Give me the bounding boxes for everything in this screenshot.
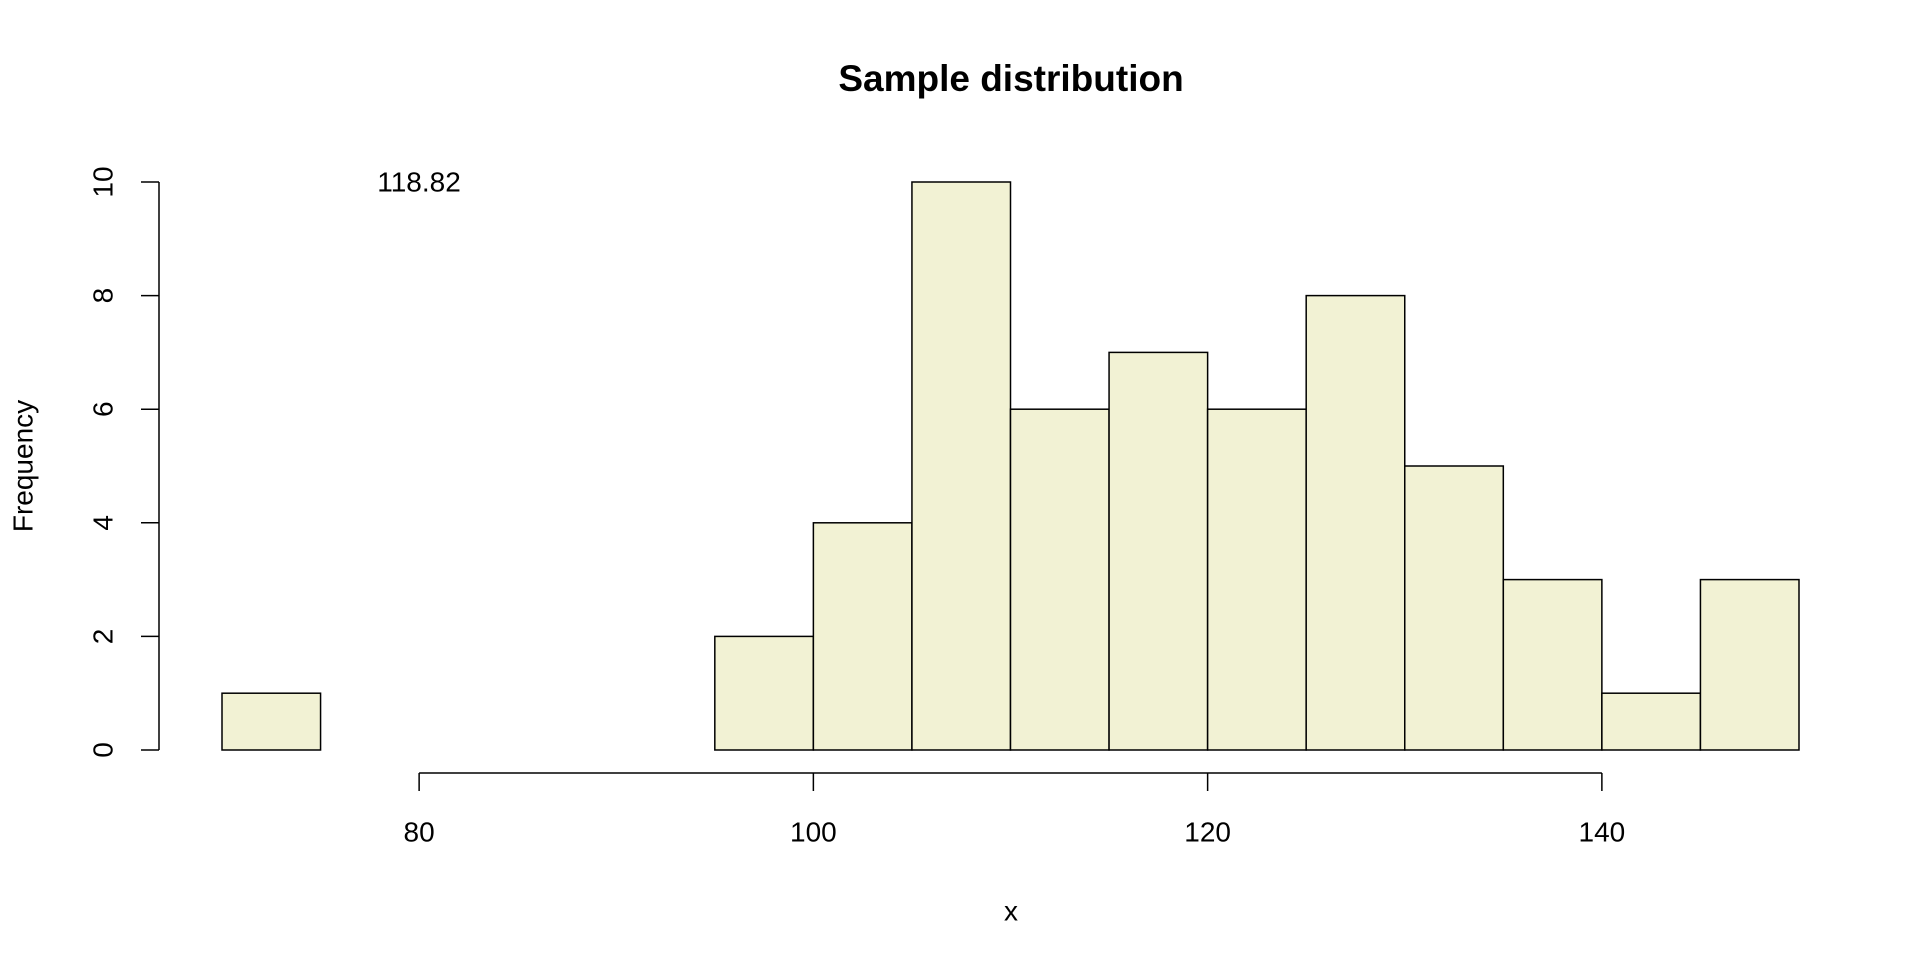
bar [1305, 294, 1406, 751]
x-tick-label: 120 [1184, 816, 1231, 847]
bar [911, 181, 1012, 751]
annotation: 118.82 [377, 166, 461, 197]
bar [1108, 351, 1209, 751]
bar [1502, 578, 1603, 751]
bar [812, 522, 913, 751]
chart-title: Sample distribution [838, 58, 1183, 99]
y-tick-label: 2 [87, 629, 118, 645]
y-tick-label: 8 [87, 288, 118, 304]
bar [1601, 692, 1702, 751]
y-tick-label: 4 [87, 515, 118, 531]
y-tick-label: 10 [87, 166, 118, 197]
bar [1699, 578, 1800, 751]
bar [1009, 408, 1110, 751]
x-tick-label: 80 [404, 816, 435, 847]
bar [1206, 408, 1307, 751]
x-tick-label: 100 [790, 816, 837, 847]
y-tick-label: 0 [87, 742, 118, 758]
y-tick-label: 6 [87, 401, 118, 417]
y-axis-label: Frequency [7, 400, 38, 532]
x-axis-label: x [1004, 895, 1018, 926]
bar [221, 692, 322, 751]
bar [714, 635, 815, 751]
bar [1404, 465, 1505, 751]
x-tick-label: 140 [1579, 816, 1626, 847]
